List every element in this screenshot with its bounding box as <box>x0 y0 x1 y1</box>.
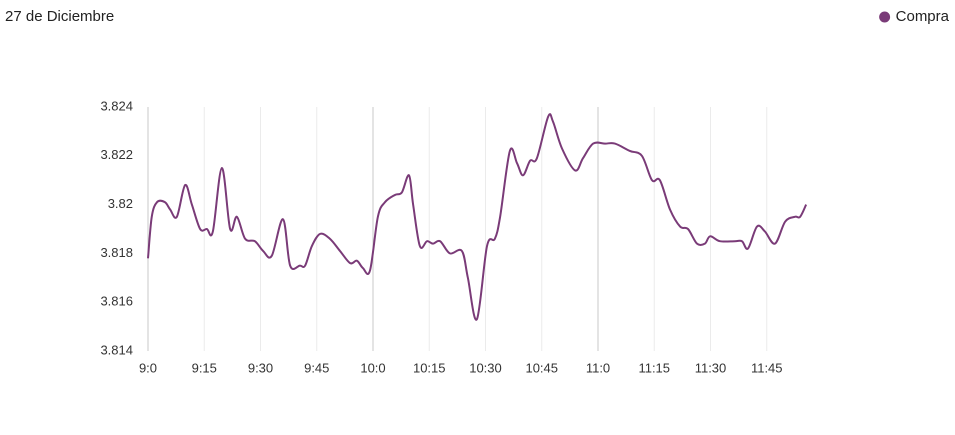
x-tick-label: 10:45 <box>525 360 558 375</box>
y-tick-label: 3.814 <box>100 342 133 357</box>
legend-text: Compra <box>896 8 950 25</box>
x-tick-label: 11:0 <box>586 360 610 375</box>
y-tick-label: 3.822 <box>100 147 133 162</box>
y-tick-label: 3.824 <box>100 98 133 113</box>
x-tick-label: 9:15 <box>192 360 217 375</box>
legend-marker <box>879 11 891 23</box>
x-tick-label: 11:15 <box>638 360 670 375</box>
line <box>147 113 808 321</box>
y-tick-label: 3.818 <box>100 245 133 260</box>
x-tick-label: 9:45 <box>304 360 329 375</box>
chart-title: 27 de Diciembre <box>5 8 114 25</box>
x-tick-label: 10:0 <box>360 360 385 375</box>
y-tick-label: 3.82 <box>108 196 133 211</box>
x-tick-label: 10:15 <box>413 360 446 375</box>
x-tick-label: 11:30 <box>695 360 727 375</box>
x-tick-label: 11:45 <box>751 360 783 375</box>
y-tick-label: 3.816 <box>100 294 133 309</box>
x-tick-label: 10:30 <box>469 360 502 375</box>
x-tick-label: 9:30 <box>248 360 273 375</box>
x-tick-label: 9:0 <box>139 360 157 375</box>
